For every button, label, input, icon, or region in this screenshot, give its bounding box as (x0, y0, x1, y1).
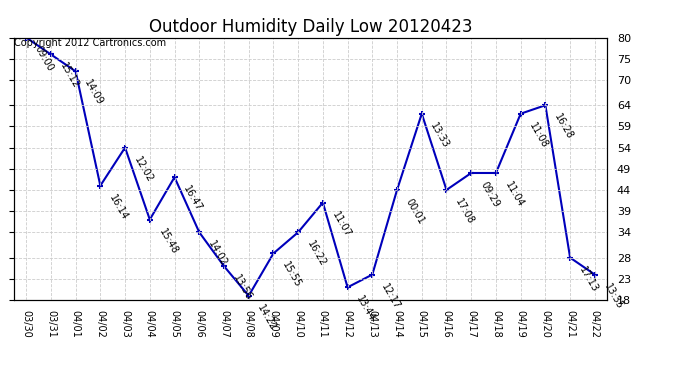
Text: 12:02: 12:02 (132, 154, 155, 184)
Text: 16:28: 16:28 (552, 112, 575, 141)
Text: 16:22: 16:22 (305, 239, 328, 268)
Text: 15:12: 15:12 (58, 62, 81, 91)
Text: 09:29: 09:29 (478, 180, 501, 209)
Text: 17:08: 17:08 (453, 197, 476, 226)
Text: 11:07: 11:07 (330, 210, 353, 239)
Text: 17:13: 17:13 (577, 265, 600, 294)
Text: 13:56: 13:56 (231, 273, 253, 302)
Text: 09:00: 09:00 (33, 45, 56, 74)
Text: 16:14: 16:14 (107, 193, 130, 222)
Text: 14:02: 14:02 (206, 239, 229, 268)
Text: 13:33: 13:33 (428, 121, 451, 150)
Text: Copyright 2012 Cartronics.com: Copyright 2012 Cartronics.com (14, 38, 166, 48)
Text: 14:22: 14:22 (255, 303, 278, 332)
Text: 13:35: 13:35 (602, 282, 624, 310)
Title: Outdoor Humidity Daily Low 20120423: Outdoor Humidity Daily Low 20120423 (149, 18, 472, 36)
Text: 15:55: 15:55 (280, 260, 303, 290)
Text: 00:01: 00:01 (404, 197, 426, 226)
Text: 11:04: 11:04 (503, 180, 525, 209)
Text: 16:47: 16:47 (181, 184, 204, 213)
Text: 13:44: 13:44 (355, 294, 377, 323)
Text: 14:09: 14:09 (83, 78, 105, 107)
Text: 15:48: 15:48 (157, 226, 179, 256)
Text: 11:08: 11:08 (528, 121, 550, 150)
Text: 12:17: 12:17 (380, 282, 402, 311)
